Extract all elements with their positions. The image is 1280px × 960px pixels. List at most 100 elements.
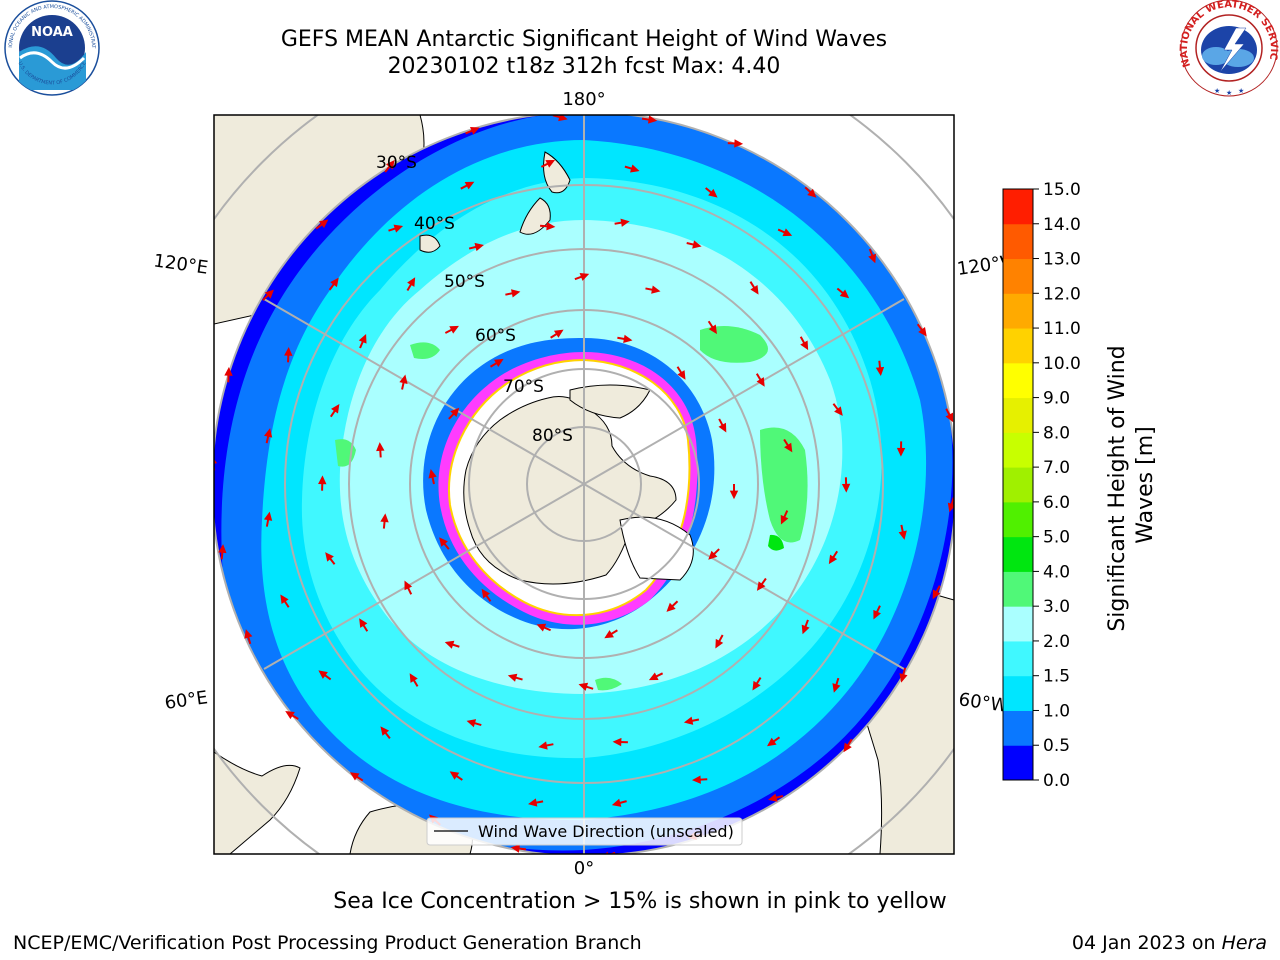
colorbar-tick-label: 10.0	[1043, 354, 1081, 374]
chart-title: GEFS MEAN Antarctic Significant Height o…	[280, 27, 888, 52]
nws-logo-text: NATIONAL WEATHER SERVICE	[0, 0, 1279, 68]
wave-arrow-head	[834, 406, 843, 416]
colorbar-bin	[1003, 675, 1033, 711]
wave-arrow-head	[393, 224, 404, 233]
nws-logo: NATIONAL WEATHER SERVICE ★ ★ ★	[0, 0, 1279, 97]
wave-arrow-head	[784, 442, 793, 453]
wave-arrow-head	[648, 672, 659, 681]
wave-arrow-head	[494, 358, 504, 367]
colorbar-bin	[1003, 640, 1033, 677]
noaa-logo: NOAA NATIONAL OCEANIC AND ATMOSPHERIC AD…	[0, 0, 100, 96]
lon-label-120e: 120°E	[152, 250, 209, 278]
lat-label-50s: 50°S	[444, 272, 485, 292]
wave-arrow-head	[718, 422, 727, 433]
colorbar-bin	[1003, 467, 1033, 503]
colorbar-bin	[1003, 501, 1033, 538]
colorbar-bin	[1003, 362, 1033, 399]
lat-label-30s: 30°S	[376, 153, 417, 173]
colorbar-tick-label: 14.0	[1043, 215, 1081, 235]
svg-text:★: ★	[1226, 89, 1232, 97]
colorbar-tick-label: 2.0	[1043, 632, 1070, 652]
wave-arrow-head	[868, 253, 877, 264]
wave-arrow-head	[224, 367, 233, 376]
colorbar-tick-label: 6.0	[1043, 493, 1070, 513]
wave-arrow-head	[466, 719, 477, 728]
lat-label-60s: 60°S	[475, 326, 516, 346]
footer-host: Hera	[1221, 932, 1267, 954]
colorbar-label-line1: Significant Height of Wind	[1105, 345, 1130, 631]
colorbar: 0.0 0.5 1.0 1.5 2.0 3.0 4.0 5.0 6.0 7.0 8.0 9.0 10.0…	[1002, 180, 1081, 791]
wave-arrow-head	[843, 742, 852, 753]
wave-arrow-head	[553, 329, 564, 338]
wave-arrow-head	[780, 514, 789, 525]
wave-arrow-head	[507, 673, 518, 682]
footer-org: NCEP/EMC/Verification Post Processing Pr…	[13, 932, 642, 954]
colorbar-tick-label: 4.0	[1043, 562, 1070, 582]
wave-arrow-head	[578, 682, 589, 691]
wave-arrow-head	[558, 115, 568, 122]
wave-arrow-head	[444, 640, 455, 649]
colorbar-tick-label: 9.0	[1043, 389, 1070, 409]
wave-arrow-head	[945, 412, 954, 423]
noaa-logo-text: NOAA	[31, 25, 73, 40]
wave-arrow-head	[449, 325, 459, 334]
colorbar-tick-label: 12.0	[1043, 284, 1081, 304]
wave-arrow-head	[439, 537, 448, 547]
wave-arrow-head	[708, 550, 718, 560]
wave-arrow-head	[380, 513, 389, 523]
wave-arrow-head	[318, 475, 327, 485]
colorbar-tick-label: 1.0	[1043, 701, 1070, 721]
colorbar-tick-label: 13.0	[1043, 250, 1081, 270]
colorbar-bin	[1003, 745, 1033, 781]
wave-arrow-head	[409, 673, 418, 683]
colorbar-bin	[1003, 223, 1033, 260]
wave-arrow-head	[801, 624, 810, 635]
wind-wave-arrows	[214, 115, 954, 854]
colorbar-bin	[1003, 571, 1033, 607]
wave-arrow-head	[280, 594, 289, 605]
lon-label-180: 180°	[562, 89, 605, 110]
map-legend: Wind Wave Direction (unscaled)	[426, 817, 743, 846]
svg-text:Significant Height of Wind: Significant Height of Wind Waves [m]	[1105, 338, 1158, 631]
lat-label-40s: 40°S	[414, 214, 455, 234]
wave-arrow-head	[832, 683, 841, 693]
wave-arrow-head	[752, 680, 761, 691]
map-area: 30°S 40°S 50°S 60°S 70°S 80°S Wind Wave …	[214, 115, 954, 854]
colorbar-bin	[1003, 328, 1033, 364]
lon-label-60e: 60°E	[163, 687, 209, 714]
wave-arrow-head	[729, 490, 739, 500]
wave-arrow-head	[579, 272, 590, 281]
wave-arrow-head	[481, 588, 491, 599]
wave-arrow-head	[407, 277, 416, 287]
wave-arrow-head	[330, 277, 339, 288]
wave-arrow-head	[331, 403, 340, 414]
wave-arrow-head	[677, 370, 686, 380]
wave-arrow-head	[264, 289, 274, 299]
wave-arrow-head	[385, 160, 395, 170]
colorbar-tick-label: 3.0	[1043, 597, 1070, 617]
wave-arrow-head	[767, 737, 777, 747]
lon-label-0: 0°	[574, 858, 594, 879]
footer-date: 04 Jan 2023 on Hera	[1071, 932, 1267, 954]
wave-arrow-head	[807, 188, 817, 198]
wave-arrow-head	[612, 737, 622, 747]
chart-subtitle: 20230102 t18z 312h fcst Max: 4.40	[387, 54, 781, 79]
wave-arrow-head	[692, 240, 702, 249]
wave-arrow-head	[536, 623, 547, 632]
wave-arrow-head	[899, 673, 908, 683]
wave-arrow-head	[666, 602, 676, 612]
wave-arrow-head	[932, 589, 941, 600]
colorbar-tick-label: 15.0	[1043, 180, 1081, 200]
wave-arrow-head	[218, 544, 227, 554]
wave-arrow-head	[918, 327, 927, 337]
wave-arrow-head	[464, 181, 475, 190]
colorbar-bin	[1003, 606, 1033, 642]
wave-arrow-head	[620, 218, 630, 227]
lat-label-70s: 70°S	[503, 377, 544, 397]
colorbar-tick-label: 0.0	[1043, 771, 1070, 791]
svg-text:★: ★	[1238, 87, 1244, 95]
wave-arrow-head	[358, 333, 367, 344]
wave-arrow-head	[474, 242, 484, 252]
wave-arrow-head	[244, 629, 253, 639]
